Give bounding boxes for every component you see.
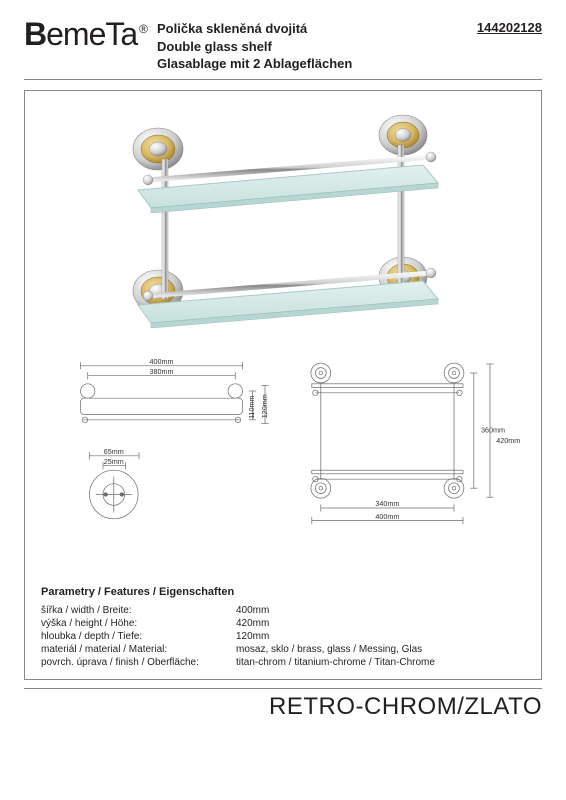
spec-label: povrch. úprava / finish / Oberfläche: — [41, 656, 236, 669]
spec-row: výška / height / Höhe:420mm — [41, 617, 435, 630]
spec-row: hloubka / depth / Tiefe:120mm — [41, 630, 435, 643]
specs-heading: Parametry / Features / Eigenschaften — [41, 586, 525, 598]
spec-value: 420mm — [236, 617, 435, 630]
dim-front-h-outer: 420mm — [496, 436, 520, 445]
product-title-block: Polička skleněná dvojitá Double glass sh… — [157, 18, 467, 73]
sku: 144202128 — [477, 18, 542, 35]
spec-row: povrch. úprava / finish / Oberfläche:tit… — [41, 656, 435, 669]
dim-side-inner: 110mm — [247, 395, 256, 418]
registered-mark: ® — [139, 22, 147, 36]
brand-logo: BemeTa® — [24, 18, 147, 50]
spec-label: hloubka / depth / Tiefe: — [41, 630, 236, 643]
spec-value: 120mm — [236, 630, 435, 643]
header: BemeTa® Polička skleněná dvojitá Double … — [24, 18, 542, 80]
dim-front-w-outer: 400mm — [375, 511, 399, 520]
spec-value: titan-chrom / titanium-chrome / Titan-Ch… — [236, 656, 435, 669]
spec-label: výška / height / Höhe: — [41, 617, 236, 630]
title-cs: Polička skleněná dvojitá — [157, 20, 467, 38]
content-frame: 400mm 380mm 110mm — [24, 90, 542, 680]
specs-table: šířka / width / Breite:400mm výška / hei… — [41, 604, 435, 669]
dim-top-inner: 380mm — [150, 367, 174, 376]
dim-mount-outer: 65mm — [104, 447, 124, 456]
dim-front-w-inner: 340mm — [375, 499, 399, 508]
dim-side-outer: 120mm — [260, 394, 269, 418]
dim-top-outer: 400mm — [150, 357, 174, 366]
series-name: RETRO-CHROM/ZLATO — [24, 688, 542, 721]
spec-value: 400mm — [236, 604, 435, 617]
title-en: Double glass shelf — [157, 38, 467, 56]
title-de: Glasablage mit 2 Ablageflächen — [157, 55, 467, 73]
technical-drawings: 400mm 380mm 110mm — [41, 355, 525, 535]
spec-row: materiál / material / Material:mosaz, sk… — [41, 643, 435, 656]
spec-label: materiál / material / Material: — [41, 643, 236, 656]
spec-value: mosaz, sklo / brass, glass / Messing, Gl… — [236, 643, 435, 656]
spec-label: šířka / width / Breite: — [41, 604, 236, 617]
spec-row: šířka / width / Breite:400mm — [41, 604, 435, 617]
dim-front-h-inner: 360mm — [481, 425, 505, 434]
dim-mount-inner: 25mm — [104, 457, 124, 466]
specs-block: Parametry / Features / Eigenschaften šíř… — [41, 586, 525, 669]
product-image — [41, 105, 525, 355]
